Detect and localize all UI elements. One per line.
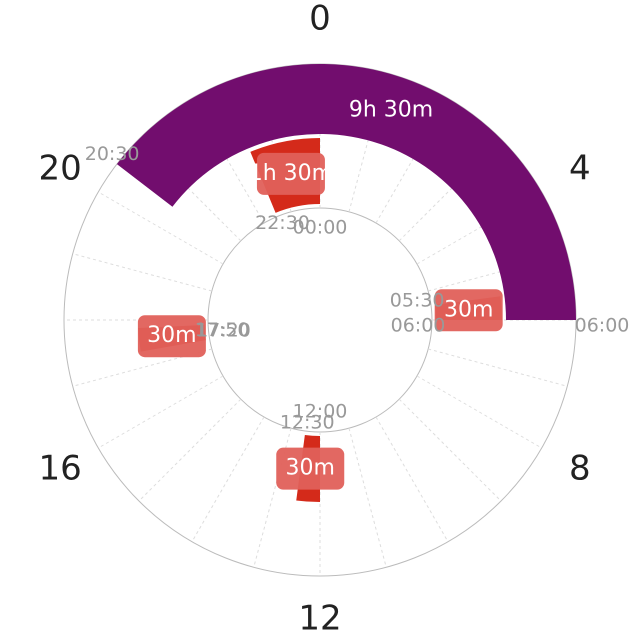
spoke — [348, 428, 387, 568]
spoke — [398, 398, 502, 502]
start-time: 22:30 — [255, 212, 310, 234]
spoke — [428, 348, 568, 387]
hour-label: 8 — [569, 449, 591, 489]
duration-label: 9h 30m — [349, 98, 433, 123]
hour-label: 20 — [39, 149, 82, 189]
spoke — [72, 253, 212, 292]
spoke — [416, 375, 542, 449]
label-box — [276, 447, 345, 490]
label-box — [434, 289, 503, 332]
start-time: 12:00 — [293, 401, 348, 423]
start-time: 05:30 — [390, 290, 445, 312]
duration-label: 1h 30m — [249, 161, 333, 186]
label-box — [137, 315, 206, 358]
hour-label: 0 — [309, 0, 331, 39]
spoke — [98, 191, 224, 265]
start-time: 20:30 — [85, 143, 140, 165]
segment — [116, 64, 576, 320]
end-time: 06:00 — [391, 315, 446, 337]
end-time: 17:50 — [195, 319, 250, 341]
end-time: 00:00 — [293, 217, 348, 239]
end-time: 06:00 — [575, 315, 630, 337]
spoke — [98, 375, 224, 449]
duration-label: 30m — [286, 456, 335, 481]
spoke — [138, 398, 242, 502]
duration-label: 30m — [444, 297, 493, 322]
duration-label: 30m — [147, 323, 196, 348]
spoke — [375, 416, 449, 542]
spoke — [191, 416, 265, 542]
hour-label: 12 — [298, 599, 341, 639]
hour-label: 4 — [569, 149, 591, 189]
start-time: 17:20 — [196, 320, 251, 342]
end-time: 12:30 — [280, 412, 335, 434]
hour-label: 16 — [39, 449, 82, 489]
label-box — [256, 152, 325, 195]
